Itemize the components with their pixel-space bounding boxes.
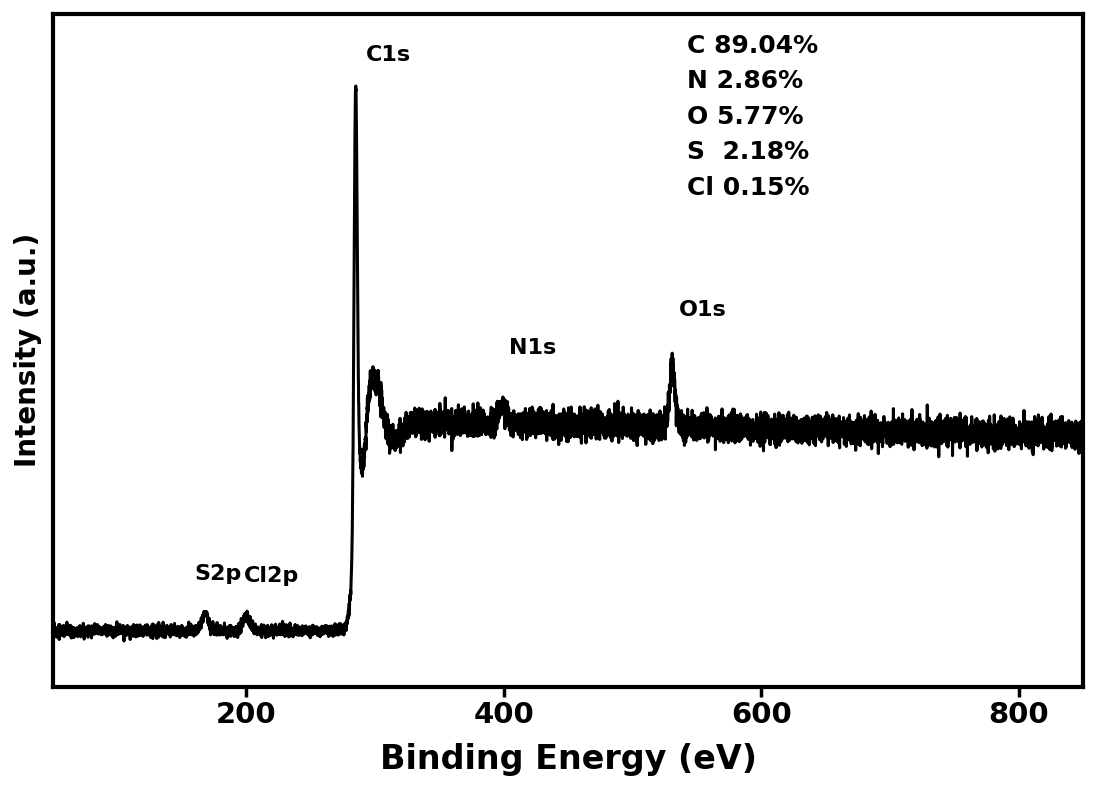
X-axis label: Binding Energy (eV): Binding Energy (eV)	[380, 743, 757, 776]
Y-axis label: Intensity (a.u.): Intensity (a.u.)	[14, 233, 42, 468]
Text: Cl2p: Cl2p	[244, 566, 298, 586]
Text: C 89.04%
N 2.86%
O 5.77%
S  2.18%
Cl 0.15%: C 89.04% N 2.86% O 5.77% S 2.18% Cl 0.15…	[687, 34, 817, 200]
Text: N1s: N1s	[509, 338, 556, 358]
Text: O1s: O1s	[679, 300, 726, 320]
Text: C1s: C1s	[366, 45, 411, 65]
Text: S2p: S2p	[194, 564, 242, 585]
